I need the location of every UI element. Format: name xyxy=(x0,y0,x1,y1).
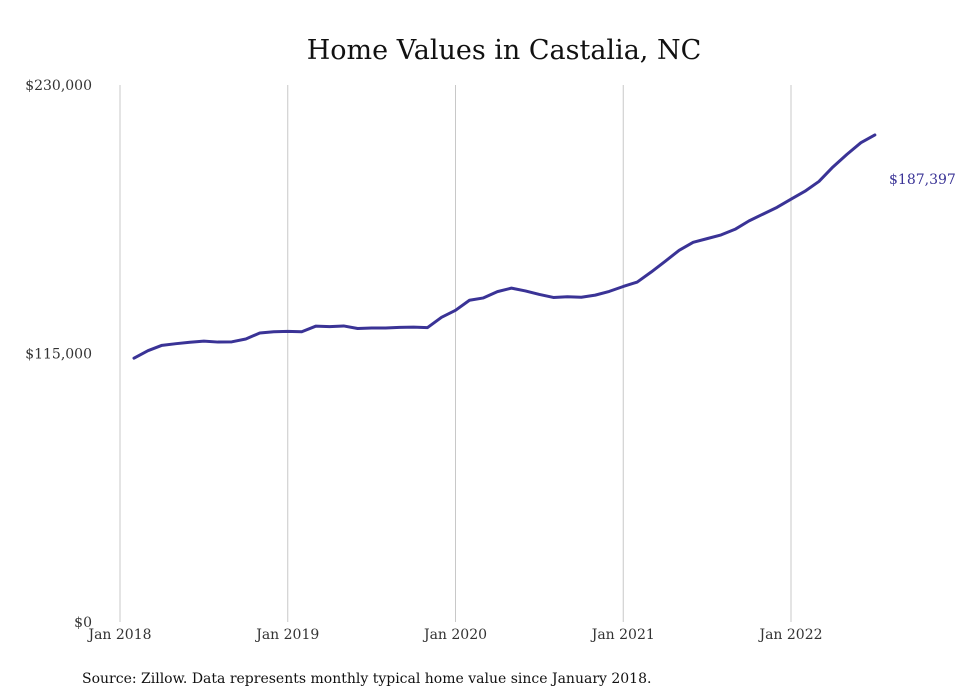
source-note: Source: Zillow. Data represents monthly … xyxy=(82,671,651,687)
x-tick-label-2: Jan 2020 xyxy=(422,627,487,643)
series-line-0 xyxy=(132,133,877,360)
vertical-gridlines xyxy=(119,85,792,622)
chart-title: Home Values in Castalia, NC xyxy=(307,35,702,66)
y-tick-label-1: $115,000 xyxy=(25,347,92,363)
x-tick-label-4: Jan 2022 xyxy=(757,627,822,643)
y-axis-ticks: $0 $115,000 $230,000 xyxy=(25,78,92,631)
x-tick-label-0: Jan 2018 xyxy=(86,627,151,643)
end-value-label: $187,397 xyxy=(889,172,956,188)
x-tick-label-3: Jan 2021 xyxy=(590,627,655,643)
y-tick-label-2: $230,000 xyxy=(25,78,92,94)
series-layer xyxy=(132,133,877,360)
y-tick-label-0: $0 xyxy=(74,615,92,631)
x-axis-ticks: Jan 2018 Jan 2019 Jan 2020 Jan 2021 Jan 2022 xyxy=(86,627,822,643)
x-tick-label-1: Jan 2019 xyxy=(254,627,319,643)
